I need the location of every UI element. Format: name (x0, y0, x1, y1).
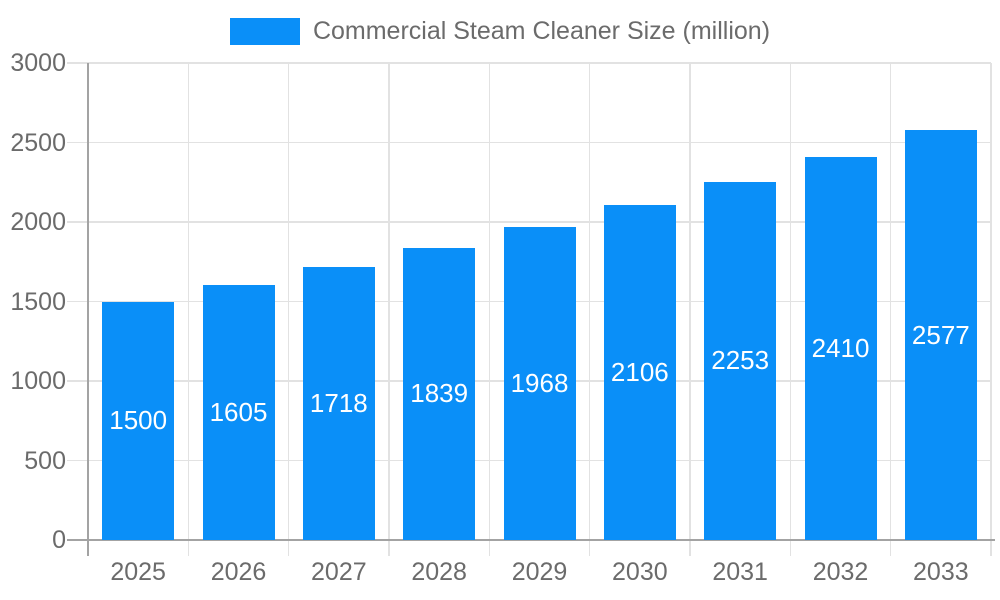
y-tick-label: 3000 (10, 49, 66, 77)
bar-2029[interactable]: 1968 (503, 227, 576, 540)
bar-value-label: 2577 (911, 319, 970, 350)
x-tick-label: 2025 (110, 558, 166, 586)
v-gridline (287, 63, 290, 556)
bar-2026[interactable]: 1605 (202, 284, 275, 540)
bar-2028[interactable]: 1839 (403, 247, 476, 540)
legend-label: Commercial Steam Cleaner Size (million) (312, 17, 771, 45)
bar-2025[interactable]: 1500 (102, 301, 175, 540)
x-tick-label: 2031 (712, 558, 768, 586)
h-gridline (67, 221, 991, 223)
chart-legend: Commercial Steam Cleaner Size (million) (0, 18, 1000, 45)
v-gridline (187, 63, 190, 556)
bar-value-label: 2106 (610, 357, 669, 388)
v-gridline (789, 63, 792, 556)
y-tick-label: 1000 (10, 367, 66, 395)
v-gridline (990, 63, 992, 556)
y-tick-label: 1500 (10, 287, 66, 316)
h-gridline (67, 141, 991, 144)
x-tick-label: 2026 (210, 558, 267, 586)
bar-2030[interactable]: 2106 (603, 205, 676, 540)
bar-value-label: 1968 (510, 368, 569, 399)
bar-2033[interactable]: 2577 (904, 130, 977, 540)
x-tick-label: 2029 (511, 558, 568, 586)
x-axis-line (67, 539, 995, 541)
v-gridline (689, 63, 691, 556)
bar-value-label: 1839 (410, 378, 469, 409)
legend-swatch (229, 18, 300, 45)
bar-value-label: 1605 (209, 396, 268, 427)
bar-value-label: 1500 (109, 405, 168, 436)
h-gridline (67, 62, 991, 64)
x-tick-label: 2030 (612, 558, 668, 586)
bar-2032[interactable]: 2410 (804, 156, 877, 540)
bar-value-label: 1718 (309, 387, 368, 418)
y-axis-line (87, 63, 89, 556)
v-gridline (588, 63, 591, 556)
x-tick-label: 2032 (812, 558, 869, 586)
legend-item[interactable]: Commercial Steam Cleaner Size (million) (229, 17, 771, 45)
bar-value-label: 2410 (811, 332, 870, 363)
y-tick-label: 2000 (10, 208, 66, 236)
y-tick-label: 2500 (10, 128, 66, 157)
y-tick-label: 0 (52, 526, 66, 554)
v-gridline (488, 63, 491, 556)
v-gridline (889, 63, 892, 556)
v-gridline (388, 63, 390, 556)
bar-2031[interactable]: 2253 (704, 181, 777, 540)
bar-2027[interactable]: 1718 (302, 266, 375, 540)
x-tick-label: 2033 (913, 558, 969, 586)
x-tick-label: 2028 (411, 558, 467, 586)
x-tick-label: 2027 (311, 558, 367, 586)
bar-value-label: 2253 (711, 345, 770, 376)
y-tick-label: 500 (24, 446, 66, 475)
